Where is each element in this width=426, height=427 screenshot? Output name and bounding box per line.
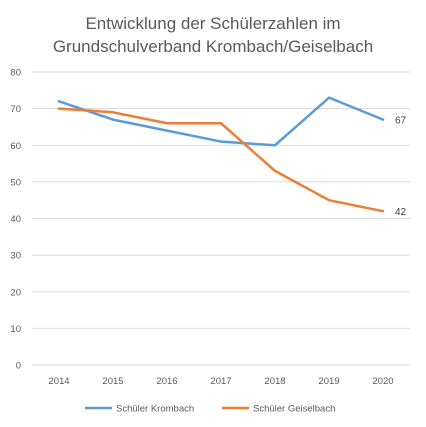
y-tick-label: 70 — [10, 104, 21, 115]
x-tick-label: 2020 — [372, 376, 393, 387]
y-axis-ticks: 0 10 20 30 40 50 60 70 80 — [10, 68, 21, 372]
y-tick-label: 60 — [10, 141, 21, 152]
x-tick-label: 2016 — [156, 376, 177, 387]
series-lines — [57, 96, 385, 213]
y-tick-label: 40 — [10, 214, 21, 225]
legend-label: Schüler Geiselbach — [253, 404, 335, 415]
series-line-2 — [57, 107, 385, 213]
series-line-1 — [57, 96, 385, 147]
x-tick-label: 2015 — [102, 376, 123, 387]
data-labels: 67 42 — [395, 116, 407, 219]
gridlines — [32, 71, 410, 366]
legend-label: Schüler Krombach — [116, 404, 194, 415]
x-tick-label: 2014 — [48, 376, 69, 387]
y-tick-label: 50 — [10, 177, 21, 188]
y-tick-label: 20 — [10, 287, 21, 298]
x-tick-label: 2018 — [264, 376, 285, 387]
y-tick-label: 0 — [16, 361, 21, 372]
chart-title-line-1: Entwicklung der Schülerzahlen im — [85, 14, 340, 33]
y-tick-label: 30 — [10, 251, 21, 262]
data-label-end: 67 — [395, 116, 407, 127]
legend: Schüler Krombach Schüler Geiselbach — [85, 404, 335, 415]
data-label-end: 42 — [395, 207, 407, 218]
y-tick-label: 10 — [10, 324, 21, 335]
x-axis-ticks: 2014 2015 2016 2017 2018 2019 2020 — [48, 376, 393, 387]
x-tick-label: 2017 — [210, 376, 231, 387]
y-tick-label: 80 — [10, 68, 21, 79]
chart-title-line-2: Grundschulverband Krombach/Geiselbach — [53, 37, 373, 56]
x-tick-label: 2019 — [318, 376, 339, 387]
